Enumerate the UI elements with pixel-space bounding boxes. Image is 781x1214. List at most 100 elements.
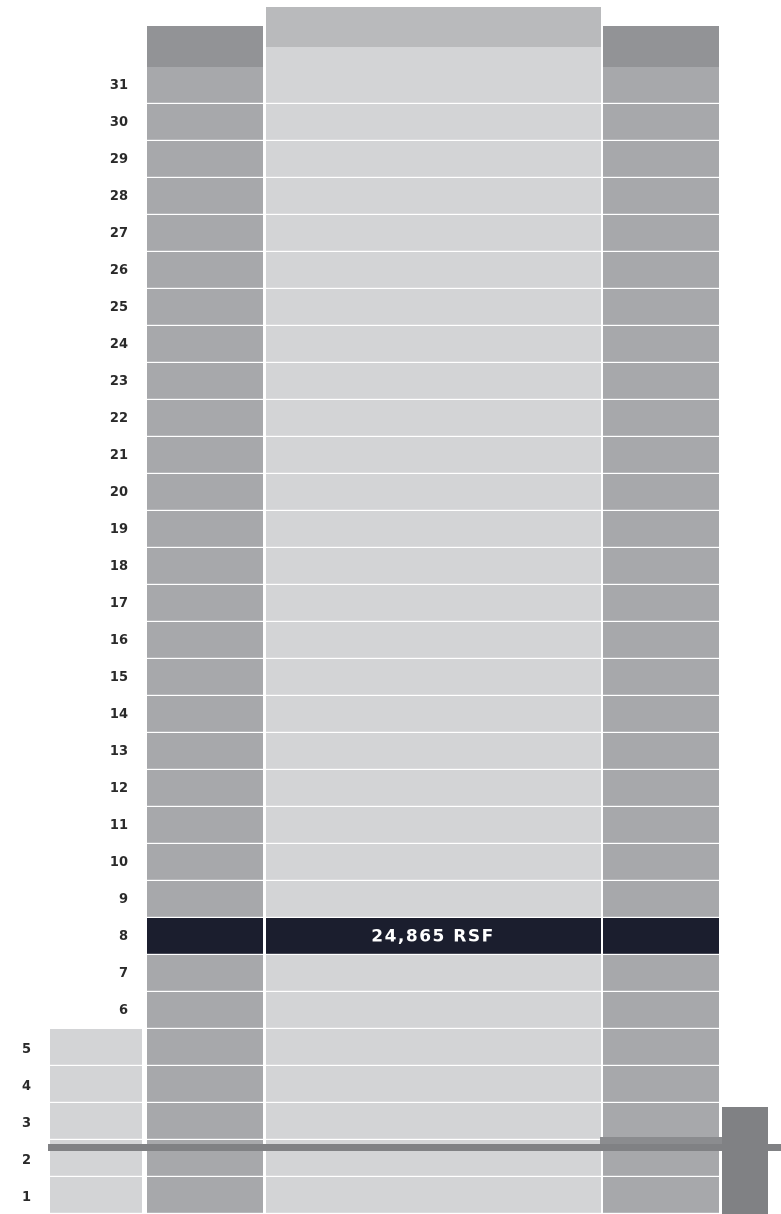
floor-area: 24,865 RSF [371, 927, 494, 947]
floor-side-left [147, 622, 263, 658]
floor-center [266, 1103, 601, 1139]
floor-label: 9 [119, 892, 128, 907]
floor-center [266, 67, 601, 103]
floor-side-right [603, 400, 719, 436]
floor-side-right [603, 1177, 719, 1213]
floor-side-right [603, 178, 719, 214]
floor-side-left [147, 770, 263, 806]
floor-center [266, 770, 601, 806]
floor-label: 26 [110, 263, 128, 278]
floor-center [266, 104, 601, 140]
floor-label: 6 [119, 1003, 128, 1018]
floor-center [266, 696, 601, 732]
floor-center [266, 474, 601, 510]
floor-label: 19 [110, 522, 128, 537]
annex-block [722, 1107, 768, 1214]
floor-side-right [603, 992, 719, 1028]
podium-floor [50, 1103, 142, 1139]
floor-center [266, 844, 601, 880]
floor-center [266, 1029, 601, 1065]
podium-floor [50, 1029, 142, 1065]
floor-label: 2 [22, 1153, 31, 1168]
floor-label: 17 [110, 596, 128, 611]
floor-center [266, 437, 601, 473]
floor-side-left [147, 918, 263, 954]
floor-label: 29 [110, 152, 128, 167]
floor-side-right [603, 252, 719, 288]
floor-label: 31 [110, 78, 128, 93]
floor-center [266, 1066, 601, 1102]
floor-side-left [147, 141, 263, 177]
floor-side-right [603, 918, 719, 954]
floor-center [266, 918, 601, 954]
floor-center [266, 807, 601, 843]
floor-label: 30 [110, 115, 128, 130]
floor-label: 4 [22, 1079, 31, 1094]
floor-label: 7 [119, 966, 128, 981]
floor-side-right [603, 1029, 719, 1065]
ground-band [48, 1144, 781, 1151]
floor-side-left [147, 1066, 263, 1102]
floor-label: 20 [110, 485, 128, 500]
floor-label: 16 [110, 633, 128, 648]
floor-center [266, 252, 601, 288]
podium-floor [50, 1177, 142, 1213]
floor-label: 25 [110, 300, 128, 315]
floor-side-right [603, 67, 719, 103]
floor-side-left [147, 955, 263, 991]
floor-center [266, 955, 601, 991]
floor-side-right [603, 548, 719, 584]
floor-side-right [603, 474, 719, 510]
floor-side-right [603, 659, 719, 695]
floor-side-right [603, 807, 719, 843]
floor-side-right [603, 733, 719, 769]
roof-center [266, 47, 601, 67]
floor-side-left [147, 733, 263, 769]
floor-side-left [147, 215, 263, 251]
floor-label: 27 [110, 226, 128, 241]
floor-side-left [147, 992, 263, 1028]
floor-side-right [603, 141, 719, 177]
floor-side-left [147, 1177, 263, 1213]
floor-label: 21 [110, 448, 128, 463]
floor-side-left [147, 844, 263, 880]
podium-floor [50, 1066, 142, 1102]
floor-center [266, 1177, 601, 1213]
floor-center [266, 511, 601, 547]
floor-side-left [147, 511, 263, 547]
floor-center [266, 622, 601, 658]
floor-side-right [603, 1066, 719, 1102]
roof-cap-right [603, 26, 719, 67]
floor-side-right [603, 1103, 719, 1139]
floor-label: 28 [110, 189, 128, 204]
floor-side-left [147, 363, 263, 399]
floor-side-right [603, 770, 719, 806]
floor-side-left [147, 548, 263, 584]
floor-label: 22 [110, 411, 128, 426]
floor-center [266, 548, 601, 584]
floor-side-left [147, 67, 263, 103]
floor-center [266, 400, 601, 436]
floor-center [266, 585, 601, 621]
floor-side-right [603, 881, 719, 917]
floor-side-left [147, 400, 263, 436]
floor-label: 15 [110, 670, 128, 685]
floor-label: 1 [22, 1190, 31, 1205]
floor-label: 8 [119, 929, 128, 944]
floor-side-left [147, 178, 263, 214]
floor-side-left [147, 1029, 263, 1065]
annex-roof [600, 1137, 722, 1145]
floor-side-left [147, 881, 263, 917]
floor-side-left [147, 585, 263, 621]
floor-label: 13 [110, 744, 128, 759]
floor-label: 11 [110, 818, 128, 833]
floor-side-right [603, 437, 719, 473]
floor-side-left [147, 326, 263, 362]
floor-center [266, 733, 601, 769]
floor-center [266, 881, 601, 917]
floor-side-right [603, 289, 719, 325]
floor-label: 24 [110, 337, 128, 352]
floor-label: 18 [110, 559, 128, 574]
